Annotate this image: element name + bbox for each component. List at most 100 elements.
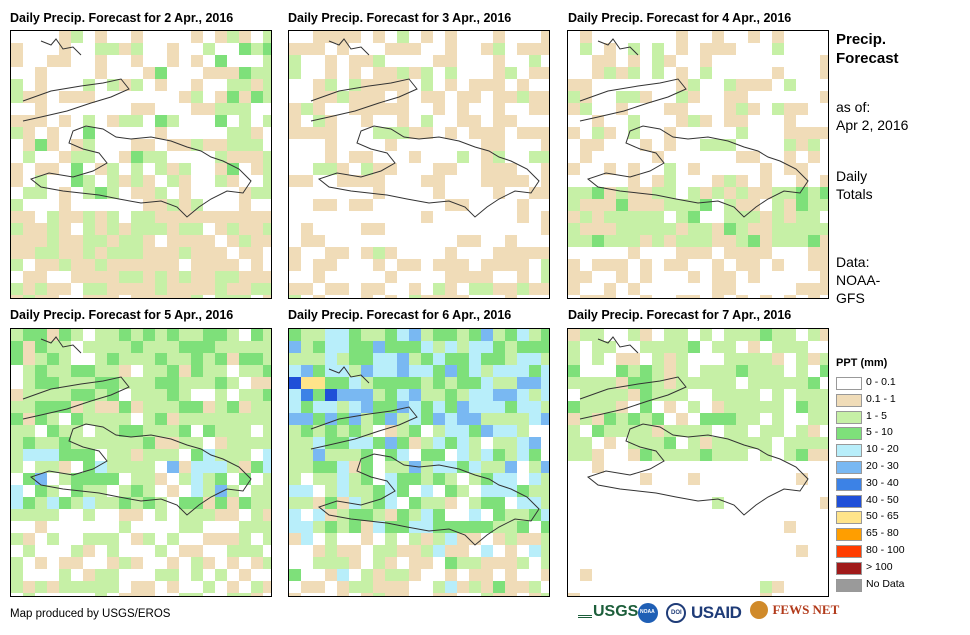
precip-cell (592, 461, 604, 473)
precip-cell (23, 127, 35, 139)
precip-cell (808, 401, 820, 413)
precip-cell (263, 509, 271, 521)
precip-cell (457, 545, 469, 557)
precip-cell (628, 449, 640, 461)
precip-cell (469, 235, 481, 247)
precip-cell (119, 509, 131, 521)
precip-cell (361, 581, 373, 593)
precip-cell (724, 425, 736, 437)
hispaniola-outline (29, 125, 252, 218)
precip-cell (71, 473, 83, 485)
precip-cell (95, 259, 107, 271)
precip-cell (373, 509, 385, 521)
precip-cell (457, 437, 469, 449)
precip-cell (119, 461, 131, 473)
islands-outline (40, 336, 82, 354)
precip-cell (83, 497, 95, 509)
legend-swatch (836, 494, 862, 508)
precip-cell (481, 283, 493, 295)
precip-cell (83, 509, 95, 521)
precip-cell (493, 91, 505, 103)
precip-cell (712, 43, 724, 55)
precip-cell (95, 461, 107, 473)
precip-cell (457, 401, 469, 413)
precip-cell (301, 581, 313, 593)
precip-cell (131, 581, 143, 593)
precip-cell (541, 473, 549, 485)
precip-cell (664, 103, 676, 115)
precip-cell (409, 497, 421, 509)
precip-cell (397, 389, 409, 401)
asof-date: Apr 2, 2016 (836, 117, 909, 133)
precip-cell (47, 139, 59, 151)
precip-cell (119, 43, 131, 55)
precip-cell (760, 175, 772, 187)
precip-cell (433, 533, 445, 545)
precip-cell (748, 341, 760, 353)
precip-cell (167, 485, 179, 497)
precip-cell (59, 569, 71, 581)
precip-cell (215, 353, 227, 365)
precip-cell (517, 247, 529, 259)
precip-cell (167, 353, 179, 365)
precip-cell (748, 103, 760, 115)
precip-cell (457, 485, 469, 497)
precip-cell (652, 353, 664, 365)
precip-cell (397, 461, 409, 473)
precip-cell (604, 127, 616, 139)
precip-cell (23, 295, 35, 298)
precip-cell (457, 521, 469, 533)
precip-cell (349, 473, 361, 485)
precip-cell (592, 377, 604, 389)
precip-cell (179, 91, 191, 103)
precip-cell (457, 295, 469, 298)
precip-cell (808, 329, 820, 341)
precip-cell (529, 127, 541, 139)
precip-cell (640, 91, 652, 103)
precip-cell (529, 187, 541, 199)
precip-cell (628, 365, 640, 377)
precip-cell (541, 163, 549, 175)
precip-cell (796, 389, 808, 401)
precip-cell (397, 425, 409, 437)
precip-cell (191, 103, 203, 115)
precip-cell (349, 485, 361, 497)
precip-cell (227, 485, 239, 497)
precip-cell (736, 151, 748, 163)
precip-cell (736, 449, 748, 461)
precip-cell (203, 401, 215, 413)
precip-cell (313, 389, 325, 401)
precip-cell (808, 235, 820, 247)
legend-swatch (836, 511, 862, 525)
precip-cell (337, 593, 349, 596)
precip-cell (433, 365, 445, 377)
precip-cell (361, 79, 373, 91)
precip-cell (337, 413, 349, 425)
precip-cell (215, 497, 227, 509)
precip-cell (568, 223, 580, 235)
precip-cell (760, 295, 772, 298)
precip-cell (131, 377, 143, 389)
precip-cell (568, 341, 580, 353)
precip-cell (155, 223, 167, 235)
precip-cell (227, 449, 239, 461)
precip-cell (313, 235, 325, 247)
precip-cell (11, 295, 23, 298)
precip-cell (289, 533, 301, 545)
precip-cell (47, 283, 59, 295)
precip-cell (131, 163, 143, 175)
precip-cell (712, 295, 724, 298)
precip-cell (469, 91, 481, 103)
precip-cell (143, 199, 155, 211)
sidebar-title-line1: Precip. (836, 31, 887, 48)
precip-cell (23, 497, 35, 509)
precip-cell (373, 401, 385, 413)
precip-cell (580, 79, 592, 91)
precip-cell (568, 127, 580, 139)
precip-cell (59, 199, 71, 211)
precip-cell (616, 353, 628, 365)
precip-cell (517, 43, 529, 55)
precip-cell (203, 247, 215, 259)
precip-cell (131, 31, 143, 43)
precip-cell (397, 569, 409, 581)
